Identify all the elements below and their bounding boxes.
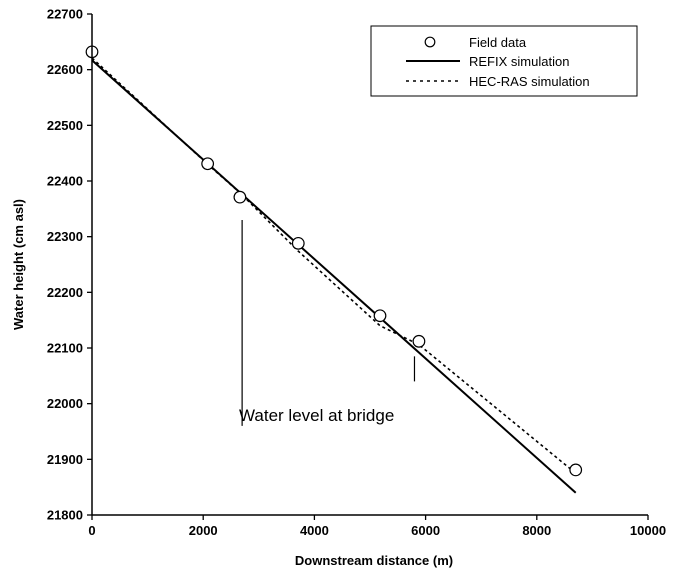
- field-data-point: [233, 190, 247, 204]
- bridge-annotation-text: Water level at bridge: [239, 406, 394, 425]
- x-tick-label: 8000: [522, 523, 551, 538]
- x-tick-label: 0: [88, 523, 95, 538]
- y-tick-label: 22200: [47, 285, 83, 300]
- field-data-point: [373, 309, 387, 323]
- field-data-point: [412, 334, 426, 348]
- y-tick-label: 22400: [47, 174, 83, 189]
- x-tick-label: 4000: [300, 523, 329, 538]
- y-tick-label: 22100: [47, 341, 83, 356]
- field-data-point: [201, 157, 215, 171]
- legend-label: REFIX simulation: [469, 54, 569, 69]
- plot-area: Water level at bridge: [85, 45, 583, 494]
- legend-marker-field-data: [424, 36, 436, 48]
- y-tick-label: 22000: [47, 396, 83, 411]
- y-tick-label: 22700: [47, 7, 83, 22]
- legend: Field data REFIX simulation HEC-RAS simula…: [370, 25, 638, 97]
- axes: 21800 21900 22000 22100 22200 22300 22400 22500…: [11, 7, 666, 569]
- x-tick-label: 10000: [630, 523, 666, 538]
- y-tick-label: 22300: [47, 229, 83, 244]
- y-tick-label: 21900: [47, 452, 83, 467]
- field-data-point: [569, 463, 583, 477]
- x-axis-title: Downstream distance (m): [295, 553, 453, 568]
- y-tick-label: 22600: [47, 62, 83, 77]
- field-data-point: [291, 236, 305, 250]
- x-tick-label: 6000: [411, 523, 440, 538]
- x-tick-label: 2000: [189, 523, 218, 538]
- y-tick-label: 22500: [47, 118, 83, 133]
- legend-label: HEC-RAS simulation: [469, 74, 590, 89]
- y-axis-title: Water height (cm asl): [11, 199, 26, 330]
- legend-label: Field data: [469, 35, 527, 50]
- y-tick-label: 21800: [47, 508, 83, 523]
